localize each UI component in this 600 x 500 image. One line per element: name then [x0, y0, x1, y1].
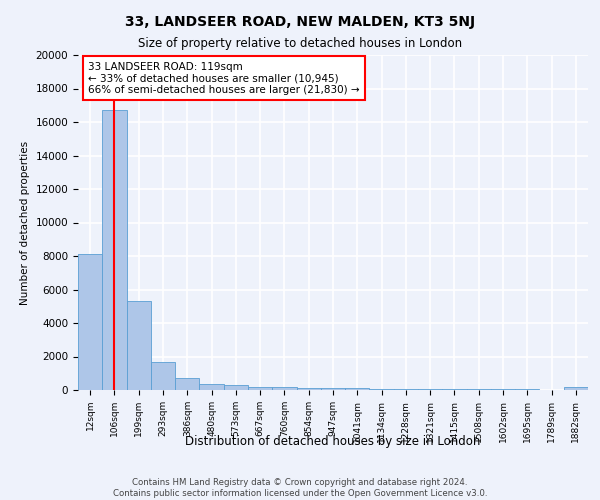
Bar — [345, 388, 370, 390]
Bar — [151, 362, 175, 390]
Text: 33, LANDSEER ROAD, NEW MALDEN, KT3 5NJ: 33, LANDSEER ROAD, NEW MALDEN, KT3 5NJ — [125, 15, 475, 29]
Bar — [442, 389, 467, 390]
Bar — [296, 388, 321, 390]
Bar — [418, 389, 442, 390]
Bar — [394, 389, 418, 390]
Y-axis label: Number of detached properties: Number of detached properties — [20, 140, 30, 304]
Text: Distribution of detached houses by size in London: Distribution of detached houses by size … — [185, 435, 481, 448]
Bar — [224, 386, 248, 390]
Text: 33 LANDSEER ROAD: 119sqm
← 33% of detached houses are smaller (10,945)
66% of se: 33 LANDSEER ROAD: 119sqm ← 33% of detach… — [88, 62, 360, 95]
Bar — [199, 384, 224, 390]
Bar — [248, 386, 272, 390]
Bar — [102, 110, 127, 390]
Bar — [78, 254, 102, 390]
Bar — [564, 386, 588, 390]
Text: Contains HM Land Registry data © Crown copyright and database right 2024.
Contai: Contains HM Land Registry data © Crown c… — [113, 478, 487, 498]
Bar — [321, 388, 345, 390]
Bar — [175, 378, 199, 390]
Text: Size of property relative to detached houses in London: Size of property relative to detached ho… — [138, 38, 462, 51]
Bar — [127, 301, 151, 390]
Bar — [370, 388, 394, 390]
Bar — [272, 388, 296, 390]
